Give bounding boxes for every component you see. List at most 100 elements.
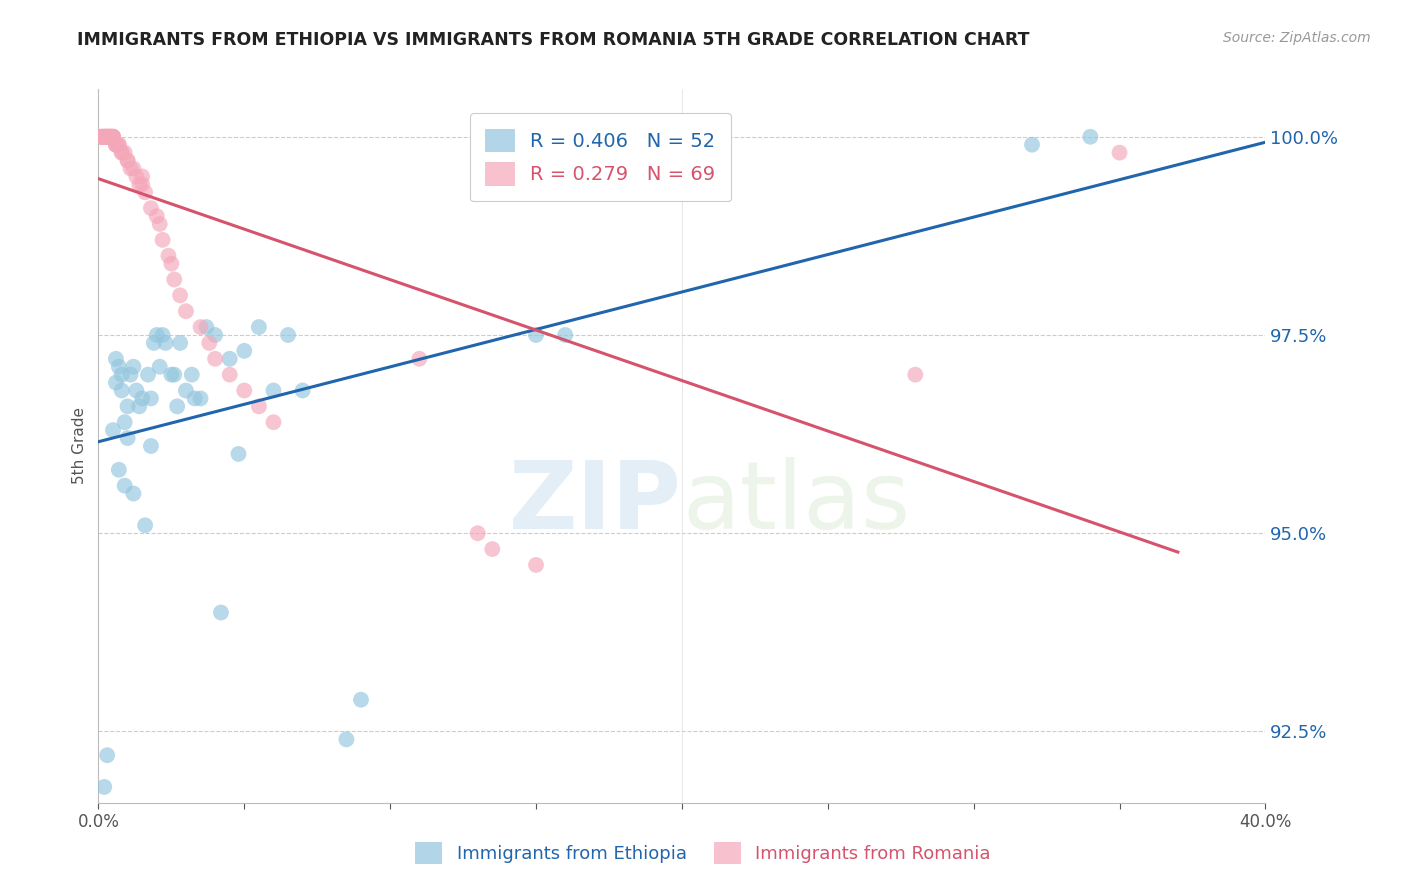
Point (104, 137, 127, 152)
Point (108, 463, 131, 477)
Y-axis label: 5th Grade: 5th Grade (72, 408, 87, 484)
Point (233, 384, 256, 398)
Point (96, 129, 118, 144)
Point (93, 129, 115, 144)
Point (93, 780, 115, 794)
Point (146, 209, 169, 223)
Point (163, 272, 186, 286)
Point (98, 129, 121, 144)
Point (128, 178, 150, 192)
Point (134, 186, 156, 200)
Point (108, 137, 131, 152)
Point (149, 217, 172, 231)
Point (131, 169, 153, 184)
Point (104, 137, 127, 152)
Point (228, 447, 250, 461)
Point (93, 129, 115, 144)
Point (146, 328, 169, 343)
Point (169, 335, 191, 350)
Point (90, 129, 112, 144)
Text: IMMIGRANTS FROM ETHIOPIA VS IMMIGRANTS FROM ROMANIA 5TH GRADE CORRELATION CHART: IMMIGRANTS FROM ETHIOPIA VS IMMIGRANTS F… (77, 31, 1029, 49)
Point (90, 129, 112, 144)
Point (1080, 129, 1102, 144)
Point (122, 359, 145, 374)
Point (554, 328, 576, 343)
Point (198, 335, 221, 350)
Point (291, 384, 314, 398)
Point (111, 145, 134, 160)
Point (98, 129, 121, 144)
Point (117, 431, 139, 445)
Point (111, 384, 134, 398)
Point (247, 400, 270, 414)
Point (93, 129, 115, 144)
Point (101, 423, 124, 437)
Point (96, 129, 118, 144)
Point (117, 153, 139, 168)
Point (96, 129, 118, 144)
Point (117, 400, 139, 414)
Point (93, 129, 115, 144)
Point (104, 351, 127, 366)
Point (111, 145, 134, 160)
Text: atlas: atlas (682, 457, 910, 549)
Point (160, 368, 183, 382)
Point (218, 368, 240, 382)
Point (114, 145, 136, 160)
Point (104, 137, 127, 152)
Point (481, 542, 503, 557)
Point (98, 129, 121, 144)
Point (125, 169, 148, 184)
Point (128, 400, 150, 414)
Point (277, 328, 299, 343)
Point (204, 351, 226, 366)
Point (122, 486, 145, 500)
Point (195, 320, 218, 334)
Point (183, 392, 205, 406)
Point (96, 129, 118, 144)
Point (139, 392, 162, 406)
Point (122, 161, 145, 176)
Point (262, 415, 284, 429)
Point (139, 201, 162, 215)
Point (524, 328, 547, 343)
Point (149, 359, 172, 374)
Point (114, 415, 136, 429)
Point (120, 368, 142, 382)
Point (209, 606, 232, 620)
Point (174, 304, 197, 318)
Point (93, 129, 115, 144)
Point (96, 748, 118, 763)
Point (93, 129, 115, 144)
Text: ZIP: ZIP (509, 457, 682, 549)
Legend: R = 0.406   N = 52, R = 0.279   N = 69: R = 0.406 N = 52, R = 0.279 N = 69 (470, 113, 731, 202)
Point (101, 129, 124, 144)
Point (524, 558, 547, 572)
Point (98, 129, 121, 144)
Point (467, 526, 489, 541)
Point (152, 328, 174, 343)
Text: Source: ZipAtlas.com: Source: ZipAtlas.com (1223, 31, 1371, 45)
Point (174, 384, 197, 398)
Point (350, 692, 373, 706)
Point (131, 392, 153, 406)
Point (1108, 145, 1130, 160)
Point (180, 368, 202, 382)
Point (101, 129, 124, 144)
Point (157, 249, 180, 263)
Point (90, 129, 112, 144)
Point (125, 384, 148, 398)
Point (190, 320, 212, 334)
Point (90, 129, 112, 144)
Point (204, 328, 226, 343)
Point (262, 384, 284, 398)
Point (139, 439, 162, 453)
Point (152, 233, 174, 247)
Point (93, 129, 115, 144)
Point (163, 368, 186, 382)
Point (904, 368, 927, 382)
Point (101, 129, 124, 144)
Point (114, 478, 136, 492)
Point (408, 351, 430, 366)
Point (96, 129, 118, 144)
